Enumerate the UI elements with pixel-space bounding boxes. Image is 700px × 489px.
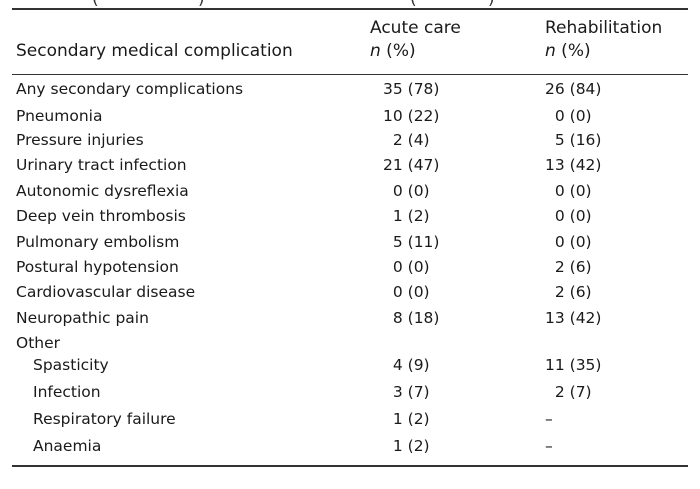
table-row: Pressure injuries 2 (4) 5 (16) (0, 128, 700, 153)
acute-care-value: 3 (7) (383, 383, 430, 401)
rehabilitation-value: 0 (0) (545, 207, 592, 225)
rehabilitation-value: 0 (0) (545, 107, 592, 125)
table-row: Pulmonary embolism 5 (11) 0 (0) (0, 230, 700, 255)
rehabilitation-value: 0 (0) (545, 233, 592, 251)
table-row: Respiratory failure 1 (2) – (0, 407, 700, 432)
rehabilitation-value: 13 (42) (545, 156, 602, 174)
column-header-acute-care: Acute care n (%) (370, 17, 461, 63)
row-label: Other (16, 334, 61, 352)
acute-care-value: 8 (18) (383, 309, 440, 327)
acute-care-value: 0 (0) (383, 182, 430, 200)
acute-care-value: 4 (9) (383, 356, 430, 374)
table-row: Spasticity 4 (9) 11 (35) (0, 353, 700, 378)
rehabilitation-value: 5 (16) (545, 131, 602, 149)
acute-care-value: 35 (78) (383, 80, 440, 98)
column-title: Rehabilitation (545, 18, 663, 38)
rehabilitation-value: 0 (0) (545, 182, 592, 200)
table-row: Cardiovascular disease 0 (0) 2 (6) (0, 280, 700, 305)
clipped-caption-fragment: ( ) ( ) (0, 0, 700, 6)
row-label: Autonomic dysreflexia (16, 182, 189, 200)
column-title: Acute care (370, 18, 461, 38)
row-label: Deep vein thrombosis (16, 207, 186, 225)
row-label: Pressure injuries (16, 131, 144, 149)
row-label: Urinary tract infection (16, 156, 187, 174)
table-row: Anaemia 1 (2) – (0, 434, 700, 459)
acute-care-value: 0 (0) (383, 258, 430, 276)
row-label: Cardiovascular disease (16, 283, 196, 301)
header-rule (12, 74, 688, 75)
column-subtitle: n (%) (370, 41, 416, 61)
acute-care-value: 1 (2) (383, 410, 430, 428)
table-row: Neuropathic pain 8 (18) 13 (42) (0, 306, 700, 331)
rehabilitation-value: 26 (84) (545, 80, 602, 98)
acute-care-value: 1 (2) (383, 437, 430, 455)
rehabilitation-value: 13 (42) (545, 309, 602, 327)
table-row: Other (0, 331, 700, 356)
table-row: Pneumonia 10 (22) 0 (0) (0, 104, 700, 129)
rehabilitation-value: 2 (7) (545, 383, 592, 401)
rehabilitation-value: 11 (35) (545, 356, 602, 374)
row-label: Pulmonary embolism (16, 233, 180, 251)
rehabilitation-value: 2 (6) (545, 258, 592, 276)
table-row: Any secondary complications 35 (78) 26 (84… (0, 77, 700, 102)
acute-care-value: 0 (0) (383, 283, 430, 301)
row-label: Anaemia (33, 437, 102, 455)
table-row: Deep vein thrombosis 1 (2) 0 (0) (0, 204, 700, 229)
row-label: Respiratory failure (33, 410, 176, 428)
table-row: Urinary tract infection 21 (47) 13 (42) (0, 153, 700, 178)
rehabilitation-value: – (545, 437, 553, 455)
rehabilitation-value: 2 (6) (545, 283, 592, 301)
column-header-rehabilitation: Rehabilitation n (%) (545, 17, 662, 63)
table-bottom-rule (12, 465, 688, 467)
acute-care-value: 21 (47) (383, 156, 440, 174)
row-label: Spasticity (33, 356, 109, 374)
row-label: Pneumonia (16, 107, 103, 125)
column-subtitle: n (%) (545, 41, 591, 61)
table-row: Infection 3 (7) 2 (7) (0, 380, 700, 405)
table-row: Autonomic dysreflexia 0 (0) 0 (0) (0, 179, 700, 204)
table-row: Postural hypotension 0 (0) 2 (6) (0, 255, 700, 280)
row-label: Any secondary complications (16, 80, 244, 98)
row-label: Neuropathic pain (16, 309, 149, 327)
acute-care-value: 5 (11) (383, 233, 440, 251)
table-top-rule (12, 8, 688, 10)
row-label: Postural hypotension (16, 258, 179, 276)
rehabilitation-value: – (545, 410, 553, 428)
acute-care-value: 2 (4) (383, 131, 430, 149)
acute-care-value: 1 (2) (383, 207, 430, 225)
acute-care-value: 10 (22) (383, 107, 440, 125)
row-label: Infection (33, 383, 101, 401)
row-label-header: Secondary medical complication (16, 41, 293, 61)
